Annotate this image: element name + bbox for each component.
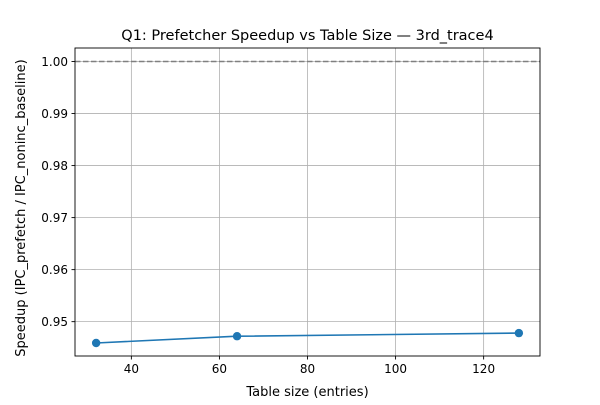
x-tick-label-3: 100 [384, 362, 407, 376]
series-layer [91, 328, 524, 348]
y-tick-label-1: 0.96 [41, 263, 68, 277]
data-point-0-1 [232, 332, 242, 341]
tick-layer: 40 60 80 100 120 0.95 0.96 0.97 0.98 0.99 1.00 [41, 55, 495, 376]
y-axis-label: Speedup (IPC_prefetch / IPC_noninc_basel… [14, 59, 29, 356]
y-tick-label-5: 1.00 [41, 55, 68, 69]
y-tick-label-0: 0.95 [41, 315, 68, 329]
x-tick-label-1: 60 [212, 362, 227, 376]
data-point-0-0 [91, 338, 101, 348]
y-tick-label-2: 0.97 [41, 211, 68, 225]
x-tick-label-0: 40 [124, 362, 139, 376]
chart-title: Q1: Prefetcher Speedup vs Table Size — 3… [121, 28, 493, 44]
x-axis-label: Table size (entries) [245, 385, 368, 400]
y-tick-label-3: 0.98 [41, 159, 68, 173]
x-tick-label-4: 120 [472, 362, 495, 376]
y-tick-label-4: 0.99 [41, 107, 68, 121]
data-point-0-2 [514, 328, 524, 338]
x-tick-label-2: 80 [300, 362, 315, 376]
